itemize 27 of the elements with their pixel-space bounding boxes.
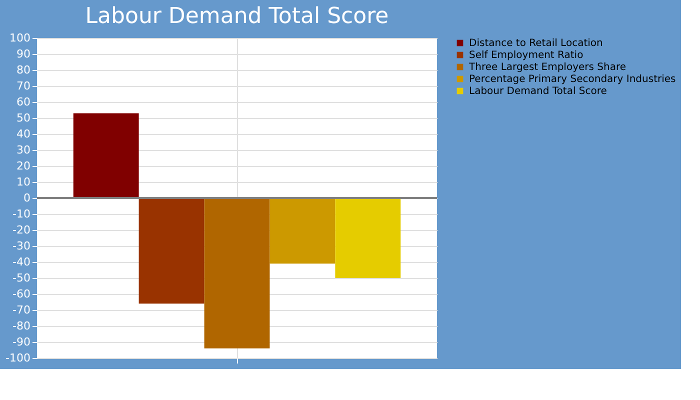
legend-label: Distance to Retail Location bbox=[469, 38, 603, 49]
y-tick-label: 0 bbox=[24, 192, 30, 204]
y-tick-label: 100 bbox=[10, 32, 30, 44]
y-tick-label: 90 bbox=[16, 48, 30, 60]
y-tick-label: -80 bbox=[12, 320, 30, 332]
y-tick-label: -20 bbox=[12, 224, 30, 236]
y-tick-label: 40 bbox=[16, 128, 30, 140]
y-tick-label: 30 bbox=[16, 144, 30, 156]
y-tick-label: -40 bbox=[12, 256, 30, 268]
y-tick-label: 20 bbox=[16, 160, 30, 172]
y-tick-label: 50 bbox=[16, 112, 30, 124]
legend-label: Three Largest Employers Share bbox=[468, 62, 626, 73]
legend-label: Labour Demand Total Score bbox=[469, 86, 607, 97]
y-tick-label: -70 bbox=[12, 304, 30, 316]
legend-label: Self Employment Ratio bbox=[469, 50, 584, 61]
y-tick-label: -30 bbox=[12, 240, 30, 252]
y-tick-label: 70 bbox=[16, 80, 30, 92]
legend-label: Percentage Primary Secondary Industries bbox=[469, 74, 676, 85]
chart-title: Labour Demand Total Score bbox=[85, 4, 389, 29]
y-tick-label: -90 bbox=[12, 336, 30, 348]
y-tick-label: -60 bbox=[12, 288, 30, 300]
y-tick-label: 10 bbox=[16, 176, 30, 188]
y-tick-label: -100 bbox=[6, 352, 30, 364]
y-tick-label: -50 bbox=[12, 272, 30, 284]
y-tick-label: 80 bbox=[16, 64, 30, 76]
y-tick-label: 60 bbox=[16, 96, 30, 108]
y-tick-label: -10 bbox=[12, 208, 30, 220]
